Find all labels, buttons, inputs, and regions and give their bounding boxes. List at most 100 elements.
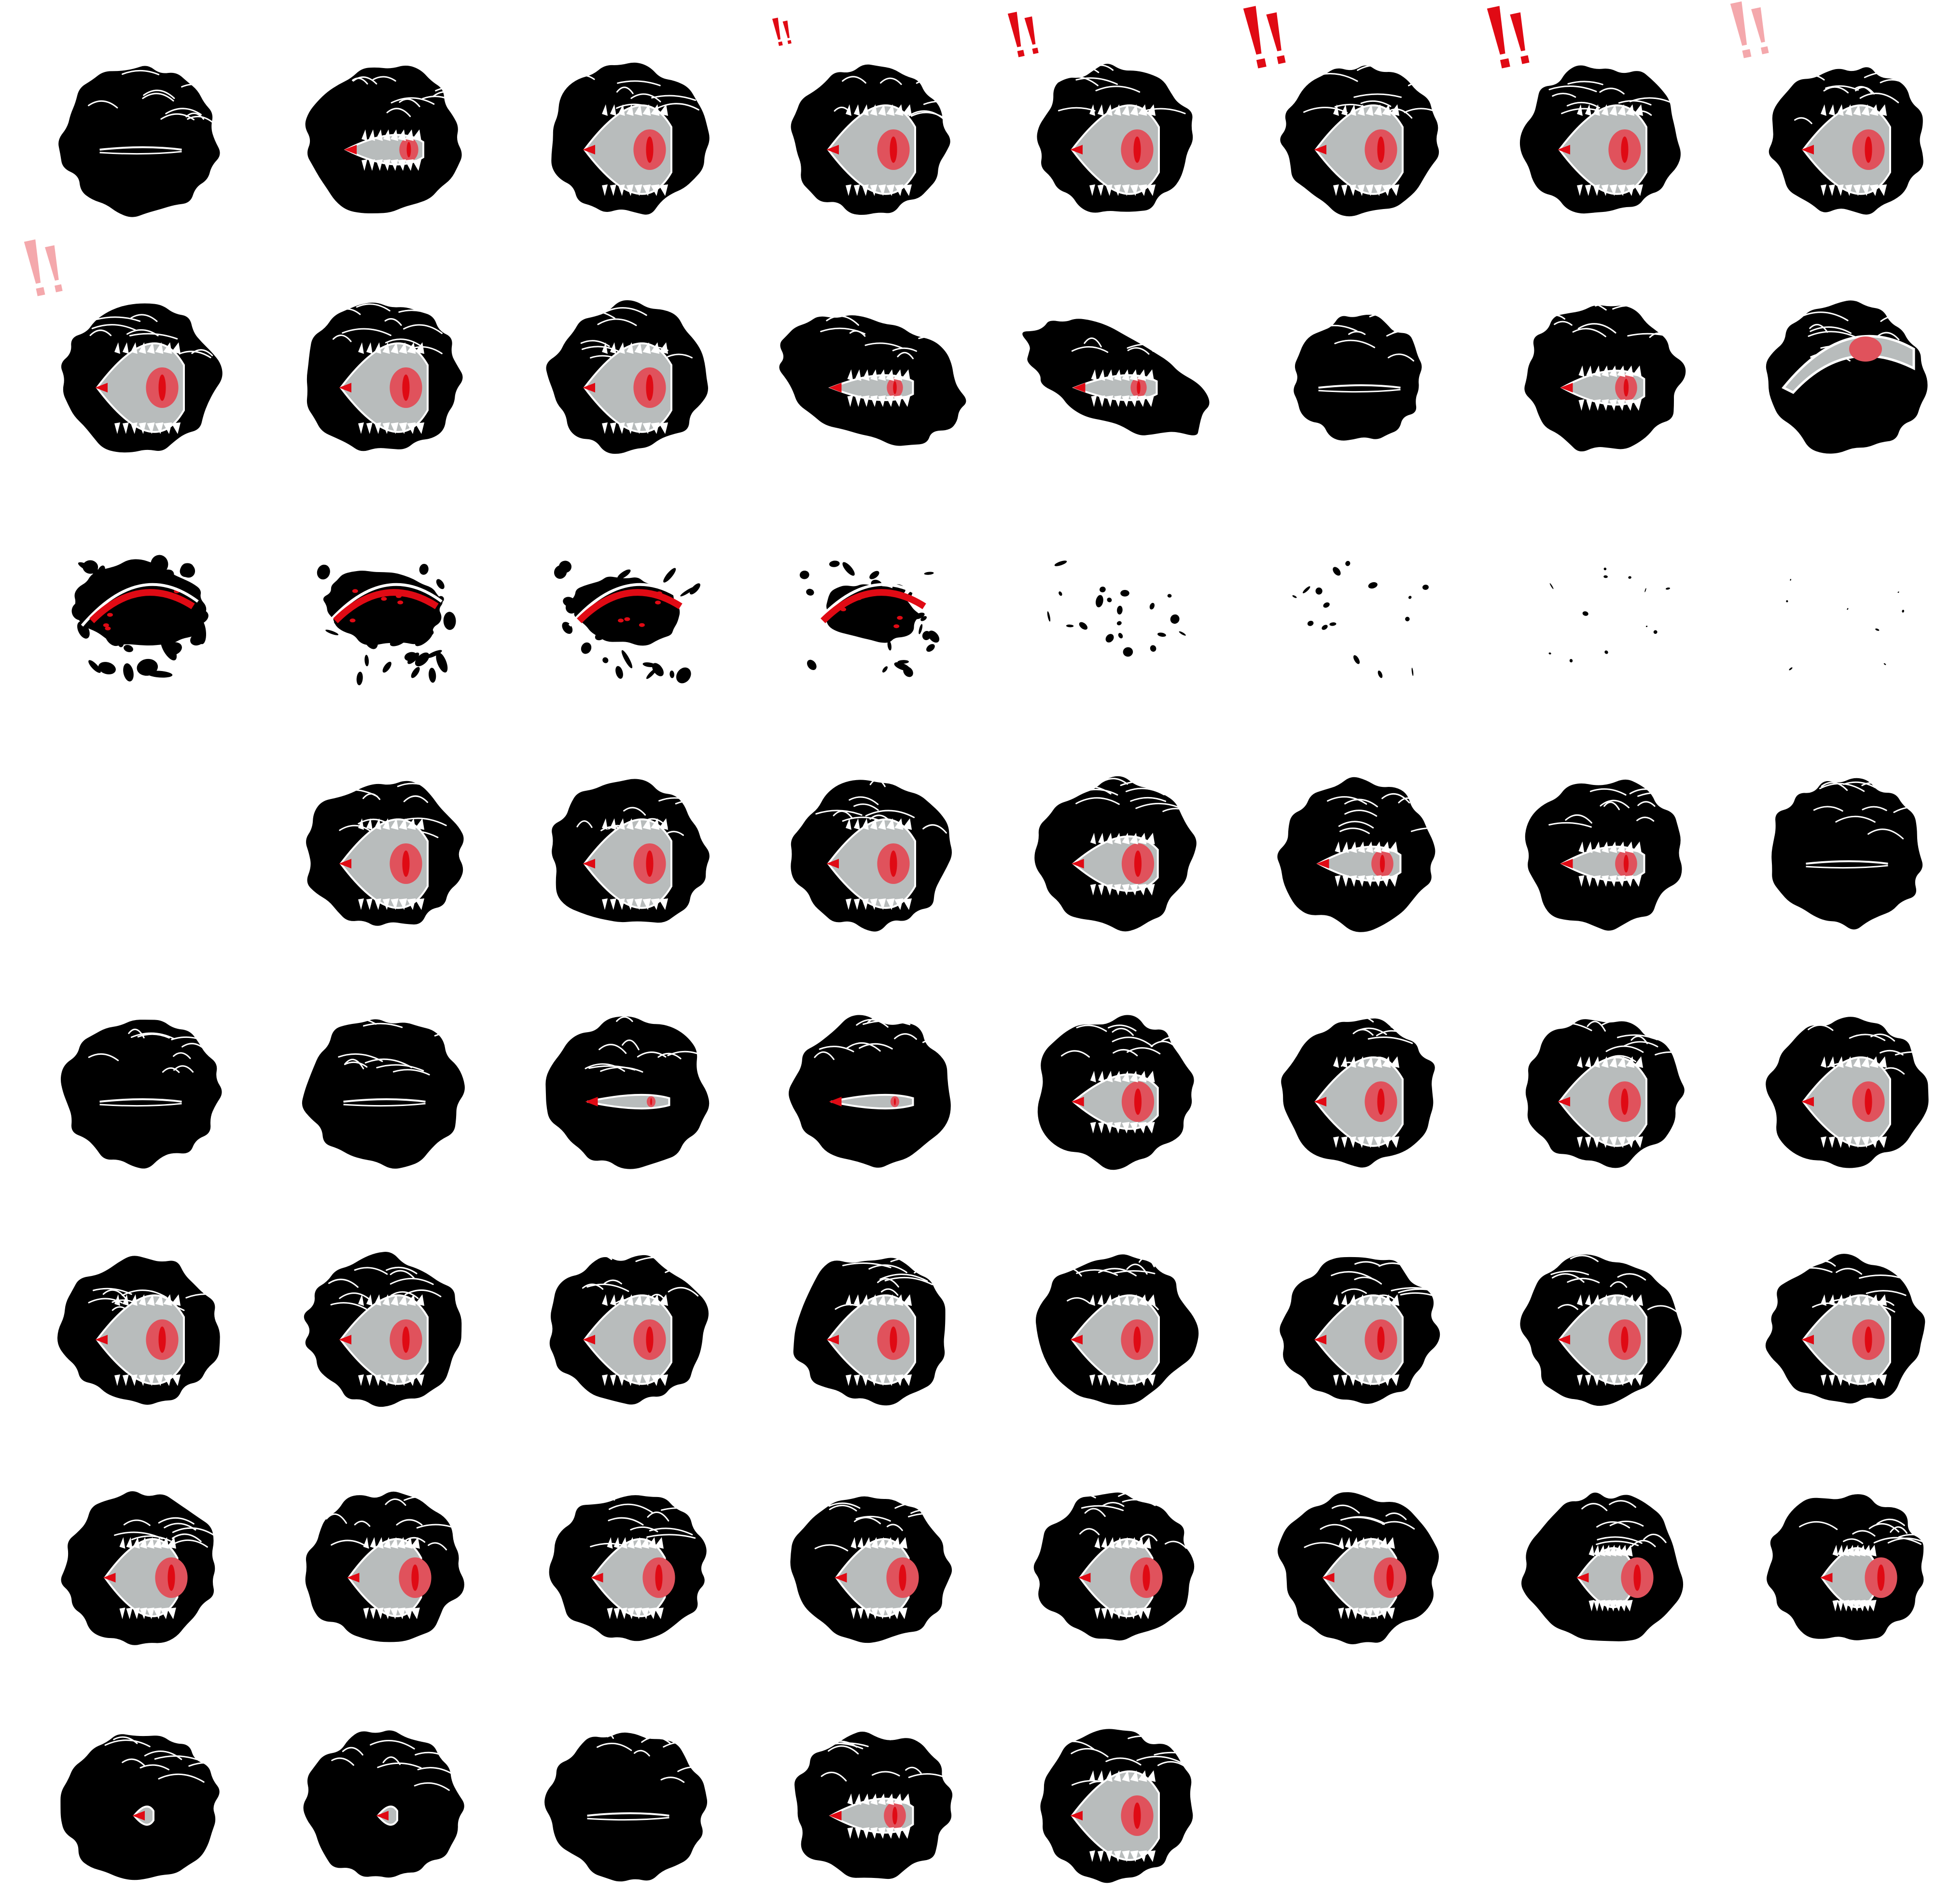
fur-highlight (1311, 73, 1358, 82)
eyelash (147, 342, 155, 354)
eyelash (1617, 1136, 1626, 1148)
eyelash (1357, 104, 1365, 116)
eyelash (878, 184, 886, 196)
eyelash (362, 159, 367, 171)
fur-highlight (630, 1526, 658, 1532)
eyelash (126, 1608, 133, 1619)
eyelash (1138, 1071, 1147, 1082)
eyelash (1374, 104, 1382, 116)
fur-highlight (1127, 343, 1174, 352)
eye-split (89, 589, 195, 623)
eyelash (1106, 884, 1113, 896)
eyelash (1373, 841, 1382, 853)
eyelash (1145, 1071, 1155, 1082)
fur-highlight (1127, 347, 1150, 355)
eyelash (1146, 1850, 1156, 1862)
alert-exclamation (1007, 12, 1039, 57)
eyelash (1090, 1071, 1096, 1082)
fur-highlight (675, 799, 713, 806)
eyelash (130, 342, 138, 354)
eyelash (1379, 1608, 1388, 1619)
fur-highlight (356, 303, 390, 312)
fur-highlight (665, 1268, 702, 1277)
eyelash (642, 898, 651, 910)
fur-highlights (1545, 300, 1674, 342)
eye (590, 1537, 675, 1619)
fur-highlights (332, 303, 443, 354)
eyelash (1634, 1056, 1644, 1068)
eyelash (659, 898, 669, 910)
eye (1070, 1770, 1160, 1862)
sprite-frame-art (1525, 779, 1682, 931)
sprite-frame-art (554, 560, 700, 684)
sprite-frame-art (1766, 300, 1928, 454)
eyelash (390, 1374, 399, 1386)
fragment (887, 641, 891, 651)
eye (1070, 1294, 1160, 1386)
eyelash (634, 898, 642, 910)
iris (1849, 336, 1882, 362)
eyelash (602, 104, 608, 116)
eyelash (404, 1537, 413, 1549)
eyelash (1828, 1374, 1835, 1386)
fur-highlight (1334, 339, 1376, 349)
fur-highlight (641, 1736, 672, 1745)
fur-highlight (862, 306, 889, 315)
eyelash (1114, 1850, 1121, 1862)
eyelash (610, 818, 616, 830)
eyelash (898, 1608, 907, 1619)
eyelash (634, 342, 642, 354)
sprite-frame (1462, 0, 1706, 238)
tear-duct (1558, 1335, 1570, 1344)
fragment (1883, 663, 1886, 665)
eyelash (863, 1793, 870, 1805)
fragment (393, 619, 403, 641)
tear-duct (1316, 859, 1329, 868)
eyelash (626, 184, 634, 196)
fragment (1549, 583, 1554, 589)
eyelash (1114, 1122, 1121, 1134)
pupil (1377, 1088, 1385, 1115)
exclamation-bar (1510, 12, 1525, 52)
fragment (609, 619, 618, 630)
eyelash (399, 342, 407, 354)
fragment (1117, 605, 1123, 615)
eyelash (627, 1537, 635, 1549)
fur-highlight (1892, 1014, 1937, 1024)
eyelash (383, 1608, 391, 1619)
sprite-frame-art (1047, 560, 1186, 657)
eyelashes (1821, 1056, 1887, 1148)
eyelash (1828, 1294, 1835, 1306)
fur-highlight (849, 330, 866, 337)
fur-highlight (576, 820, 593, 828)
fur-highlight (1880, 79, 1908, 85)
eyelash (1609, 841, 1617, 853)
fragment (1100, 587, 1106, 593)
pupil (1142, 1564, 1150, 1591)
fragment (382, 661, 391, 673)
eyelash (1602, 399, 1609, 411)
eyelash (878, 1294, 886, 1306)
eyelash (1121, 1537, 1129, 1549)
eyelashes (362, 129, 421, 171)
eyelash (1345, 1608, 1351, 1619)
eyelash (1108, 1537, 1115, 1549)
eyelash (1145, 395, 1155, 407)
eyelash (659, 818, 669, 830)
fur-highlight (334, 1017, 377, 1025)
eyelash (864, 1608, 871, 1619)
creature-body (60, 1734, 220, 1880)
eye (826, 104, 916, 196)
eyelash (382, 1294, 390, 1306)
fragment (419, 563, 429, 575)
eyelid-line (587, 1817, 669, 1821)
eyelash (850, 1608, 857, 1619)
eyelash (1878, 184, 1887, 196)
fur-highlight (1101, 1501, 1125, 1507)
fur-highlight (328, 1278, 359, 1288)
exclamation-bar (1007, 12, 1021, 47)
fragment (669, 671, 675, 678)
eyelash (1114, 1537, 1122, 1549)
tear-duct (583, 1335, 595, 1344)
eyelash (114, 1294, 120, 1306)
